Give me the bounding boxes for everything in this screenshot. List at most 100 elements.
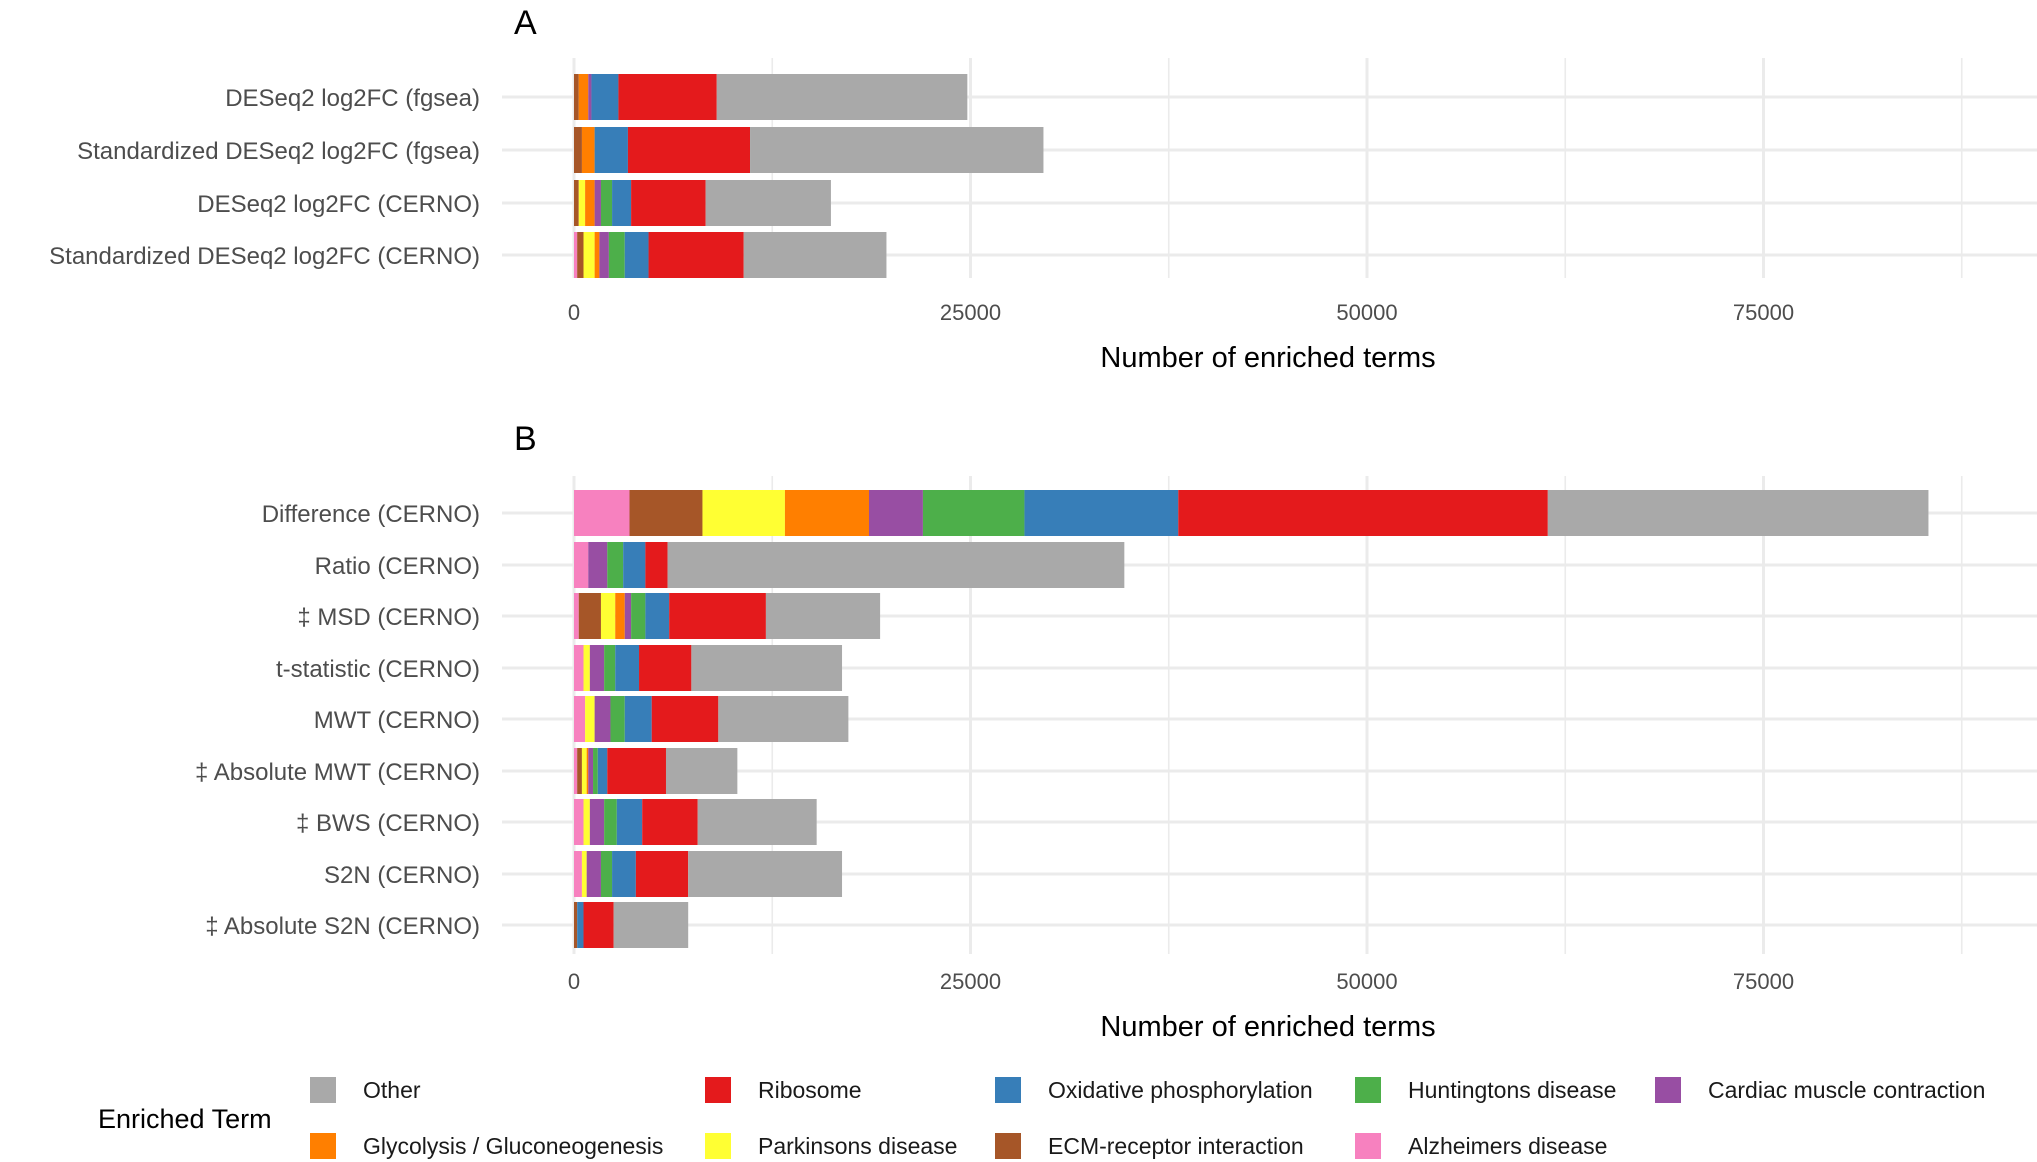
legend-swatch-other <box>310 1077 336 1103</box>
bar-segment-oxidative-phosphorylation <box>624 696 652 742</box>
bar-segment-alzheimers-disease <box>574 593 579 639</box>
bar-segment-oxidative-phosphorylation <box>594 127 628 173</box>
bar-segment-glycolysis-gluconeogenesis <box>578 74 589 120</box>
category-label: ‡ Absolute S2N (CERNO) <box>205 913 480 940</box>
bar-segment-oxidative-phosphorylation <box>615 645 640 691</box>
legend-swatch-alzheimers-disease <box>1355 1133 1381 1159</box>
panel-a-bars <box>574 74 1044 278</box>
bar-segment-ecm-receptor-interaction <box>574 180 579 226</box>
bar-segment-alzheimers-disease <box>574 645 584 691</box>
bar-segment-huntingtons-disease <box>593 748 598 794</box>
bar-segment-ribosome <box>651 696 719 742</box>
legend-label: Oxidative phosphorylation <box>1048 1077 1313 1103</box>
panel-b-label: B <box>514 420 537 458</box>
bar-segment-oxidative-phosphorylation <box>616 799 643 845</box>
bar-segment-parkinsons-disease <box>702 490 785 536</box>
panel-a-x-tick-labels: 0 25000 50000 75000 <box>568 300 1794 325</box>
bar-segment-ecm-receptor-interaction <box>577 232 584 278</box>
bar-segment-other <box>716 74 968 120</box>
legend-swatch-ribosome <box>705 1077 731 1103</box>
bar-segment-other <box>750 127 1044 173</box>
category-label: ‡ Absolute MWT (CERNO) <box>195 759 480 786</box>
legend-label: Glycolysis / Gluconeogenesis <box>363 1133 663 1159</box>
bar-segment-cardiac-muscle-contraction <box>594 180 601 226</box>
category-label: Ratio (CERNO) <box>315 553 480 580</box>
bar-segment-cardiac-muscle-contraction <box>589 645 605 691</box>
bar-segment-other <box>1547 490 1929 536</box>
bar-segment-ribosome <box>645 542 668 588</box>
x-tick-label: 50000 <box>1336 300 1397 325</box>
bar-segment-oxidative-phosphorylation <box>645 593 670 639</box>
bar-segment-alzheimers-disease <box>574 799 584 845</box>
bar-segment-other <box>765 593 881 639</box>
bar-segment-ribosome <box>1178 490 1548 536</box>
bar-segment-parkinsons-disease <box>581 748 587 794</box>
x-tick-label: 25000 <box>940 969 1001 994</box>
bar-segment-huntingtons-disease <box>608 232 625 278</box>
category-label: ‡ MSD (CERNO) <box>297 604 480 631</box>
bar-segment-ribosome <box>642 799 698 845</box>
bar-segment-glycolysis-gluconeogenesis <box>615 593 625 639</box>
bar-segment-ecm-receptor-interaction <box>574 127 582 173</box>
bar-segment-alzheimers-disease <box>574 748 578 794</box>
bar-segment-cardiac-muscle-contraction <box>588 74 592 120</box>
bar-segment-huntingtons-disease <box>610 696 625 742</box>
bar-segment-alzheimers-disease <box>574 232 578 278</box>
bar-segment-oxidative-phosphorylation <box>1024 490 1179 536</box>
bar-segment-cardiac-muscle-contraction <box>594 696 611 742</box>
bar-segment-other <box>667 542 1125 588</box>
legend-swatch-oxidative-phosphorylation <box>995 1077 1021 1103</box>
bar-segment-cardiac-muscle-contraction <box>588 748 594 794</box>
bar-segment-parkinsons-disease <box>578 180 586 226</box>
bar-segment-alzheimers-disease <box>574 490 630 536</box>
bar-segment-ribosome <box>618 74 717 120</box>
bar-segment-other <box>697 799 817 845</box>
x-tick-label: 25000 <box>940 300 1001 325</box>
bar-segment-oxidative-phosphorylation <box>623 542 646 588</box>
bar-segment-ribosome <box>631 180 706 226</box>
bar-segment-ribosome <box>607 748 666 794</box>
x-tick-label: 50000 <box>1336 969 1397 994</box>
x-tick-label: 75000 <box>1733 300 1794 325</box>
category-label: DESeq2 log2FC (CERNO) <box>197 191 480 218</box>
bar-segment-parkinsons-disease <box>583 799 590 845</box>
bar-segment-ribosome <box>639 645 692 691</box>
bar-segment-huntingtons-disease <box>600 851 613 897</box>
bar-segment-ribosome <box>583 902 614 948</box>
legend-swatch-cardiac-muscle-contraction <box>1655 1077 1681 1103</box>
bar-segment-ribosome <box>627 127 751 173</box>
bar-segment-parkinsons-disease <box>600 593 616 639</box>
bar-segment-huntingtons-disease <box>922 490 1025 536</box>
bar-segment-cardiac-muscle-contraction <box>586 851 601 897</box>
panel-b-category-labels: Difference (CERNO) Ratio (CERNO) ‡ MSD (CE… <box>195 501 480 940</box>
bar-segment-alzheimers-disease <box>574 851 582 897</box>
legend-swatch-glycolysis-gluconeogenesis <box>310 1133 336 1159</box>
bar-segment-oxidative-phosphorylation <box>577 902 584 948</box>
category-label: S2N (CERNO) <box>324 862 480 889</box>
bar-segment-parkinsons-disease <box>581 851 587 897</box>
panel-b-x-tick-labels: 0 25000 50000 75000 <box>568 969 1794 994</box>
bar-segment-cardiac-muscle-contraction <box>868 490 923 536</box>
x-tick-label: 0 <box>568 300 580 325</box>
x-tick-label: 75000 <box>1733 969 1794 994</box>
bar-segment-cardiac-muscle-contraction <box>588 542 608 588</box>
legend-items: Other Ribosome Oxidative phosphorylation Hu… <box>310 1077 1985 1159</box>
bar-segment-oxidative-phosphorylation <box>612 851 636 897</box>
bar-segment-glycolysis-gluconeogenesis <box>784 490 869 536</box>
bar-segment-other <box>688 851 843 897</box>
bar-segment-other <box>705 180 831 226</box>
bar-segment-ribosome <box>648 232 744 278</box>
bar-segment-parkinsons-disease <box>585 696 595 742</box>
legend-swatch-ecm-receptor-interaction <box>995 1133 1021 1159</box>
legend-swatch-huntingtons-disease <box>1355 1077 1381 1103</box>
bar-segment-ribosome <box>635 851 689 897</box>
bar-segment-ecm-receptor-interaction <box>574 74 579 120</box>
bar-segment-huntingtons-disease <box>631 593 646 639</box>
legend-label: Cardiac muscle contraction <box>1708 1077 1985 1103</box>
panel-a: DESeq2 log2FC (fgsea) Standardized DESeq2… <box>49 4 2037 374</box>
bar-segment-ecm-receptor-interaction <box>577 748 582 794</box>
bar-segment-other <box>613 902 689 948</box>
panel-a-category-labels: DESeq2 log2FC (fgsea) Standardized DESeq2… <box>49 85 480 270</box>
legend-title: Enriched Term <box>98 1104 272 1134</box>
